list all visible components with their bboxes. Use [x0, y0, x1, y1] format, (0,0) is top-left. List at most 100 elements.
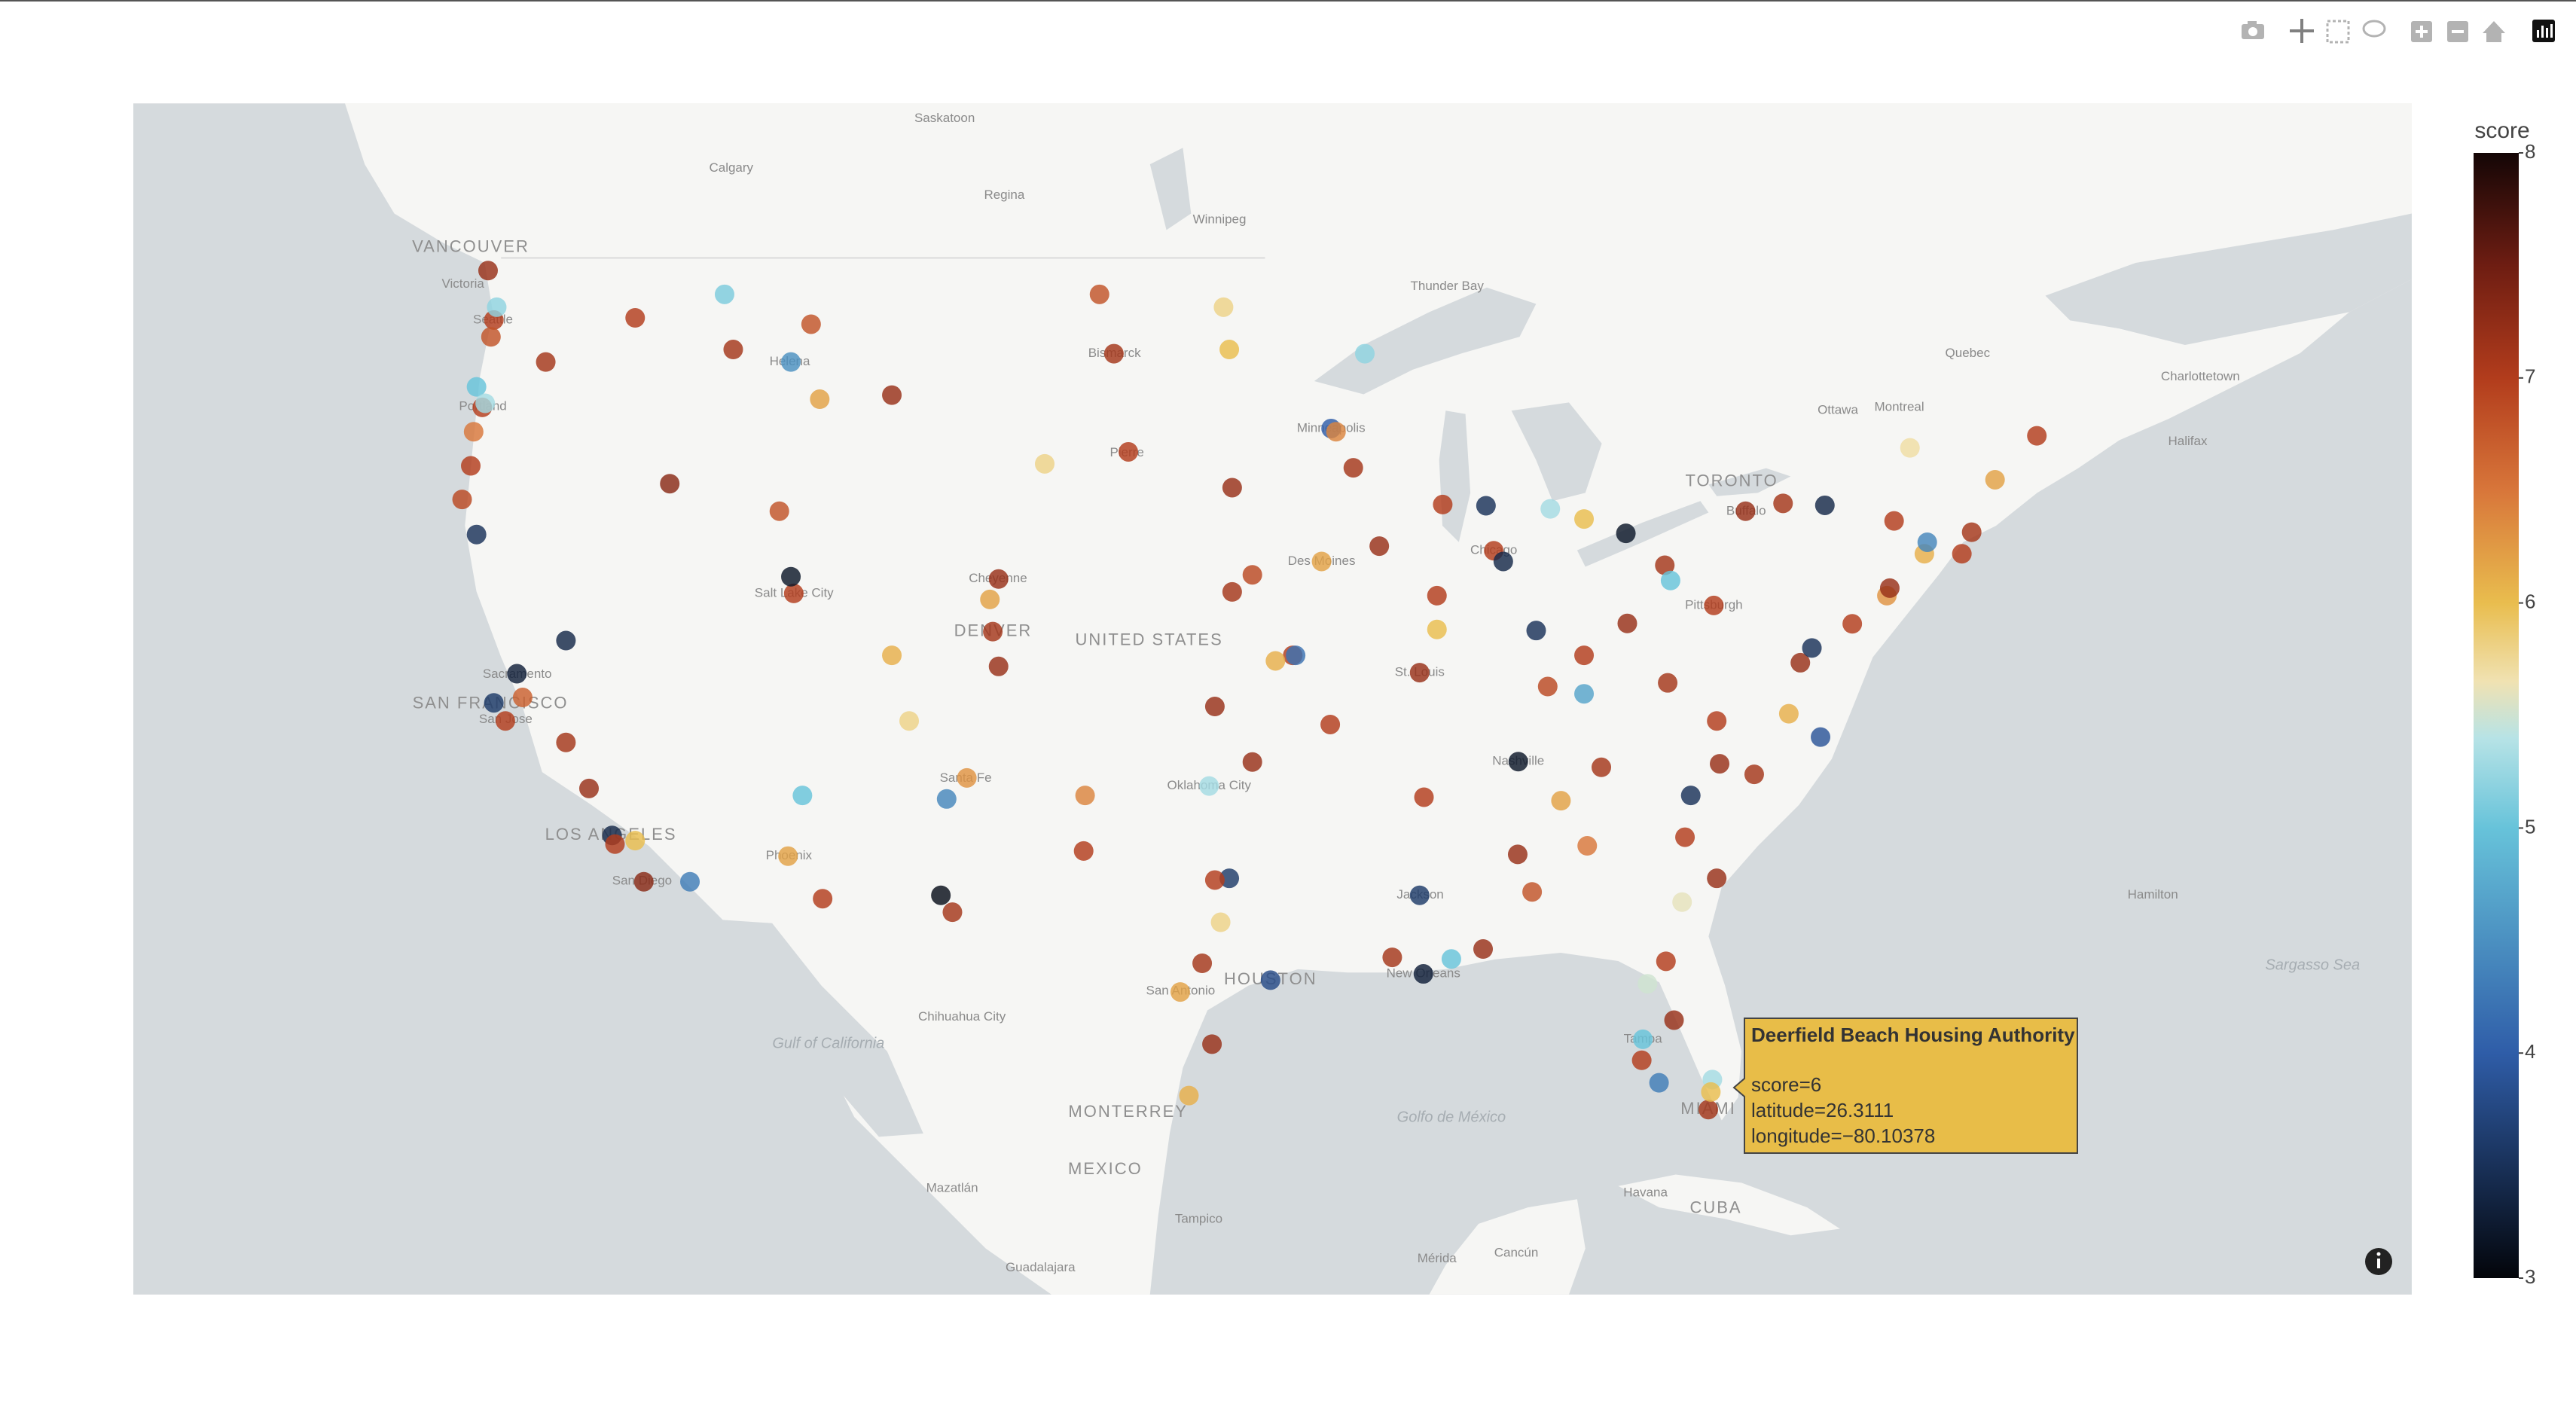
water-label: Golfo de México: [1397, 1109, 1506, 1125]
point: [1802, 638, 1822, 658]
water: [133, 103, 2412, 1295]
point: [1355, 343, 1375, 364]
point: [1879, 578, 1900, 598]
point: [1433, 494, 1453, 514]
colorbar-title: score: [2474, 118, 2529, 143]
hover-line: latitude=26.3111: [1751, 1099, 1894, 1121]
map-label: Calgary: [709, 160, 753, 175]
map-label: Quebec: [1946, 346, 1991, 360]
point: [1414, 787, 1434, 807]
camera-button[interactable]: [2242, 21, 2264, 39]
map-label: Charlottetown: [2161, 369, 2240, 383]
point: [988, 569, 1009, 589]
point: [882, 645, 902, 666]
point: [1707, 711, 1727, 731]
point: [1574, 684, 1595, 704]
point: [475, 393, 496, 413]
hover-label: Deerfield Beach Housing Authority score=…: [1732, 1018, 2078, 1154]
point: [2027, 426, 2047, 446]
point: [1699, 1100, 1719, 1120]
point: [463, 422, 484, 442]
zoom-out-button[interactable]: [2447, 21, 2468, 42]
point: [1311, 551, 1332, 572]
point: [1286, 645, 1306, 666]
point: [1631, 1050, 1652, 1070]
point: [1884, 511, 1904, 531]
modebar: [2242, 19, 2555, 44]
map-label: Tampico: [1175, 1212, 1222, 1226]
map-labels: Saskatoon Calgary Regina Winnipeg VANCOUVER V…: [412, 111, 2360, 1274]
map-label: VANCOUVER: [412, 236, 530, 255]
point: [1701, 1082, 1721, 1102]
point: [792, 786, 813, 806]
point: [1773, 493, 1793, 514]
point: [1616, 523, 1636, 544]
point: [783, 583, 804, 603]
point: [882, 385, 902, 405]
map-label: Victoria: [441, 276, 484, 291]
point: [983, 621, 1003, 642]
point: [466, 524, 487, 545]
point: [1961, 522, 1982, 542]
point: [1577, 836, 1598, 856]
point: [487, 297, 507, 317]
point: [1656, 951, 1676, 972]
point: [1664, 1010, 1684, 1030]
map-label: Mérida: [1418, 1251, 1457, 1265]
point: [1476, 496, 1496, 516]
point: [1119, 441, 1139, 462]
select-button[interactable]: [2326, 20, 2350, 44]
point: [1075, 786, 1095, 806]
map-label: Saskatoon: [914, 111, 975, 125]
point: [660, 474, 680, 494]
point: [1574, 645, 1595, 666]
colorbar-tick-label: 3: [2525, 1265, 2535, 1288]
map-label: MONTERREY: [1068, 1102, 1188, 1121]
point: [1744, 764, 1764, 785]
map-label: Montreal: [1874, 399, 1924, 413]
point: [899, 711, 920, 731]
point: [484, 693, 504, 713]
plotly-logo[interactable]: [2532, 20, 2555, 42]
point: [1409, 885, 1430, 905]
point: [1710, 754, 1730, 774]
map-label: Havana: [1623, 1185, 1668, 1199]
water-label: Sargasso Sea: [2265, 957, 2360, 973]
point: [1522, 882, 1543, 902]
point: [957, 767, 977, 788]
map-label: Ottawa: [1818, 403, 1858, 417]
reset-button[interactable]: [2483, 21, 2505, 42]
map-label: Hamilton: [2128, 887, 2178, 902]
zoom-in-button[interactable]: [2411, 21, 2432, 42]
point: [1493, 551, 1513, 572]
point: [1219, 868, 1240, 889]
point: [536, 352, 556, 372]
point: [556, 732, 576, 752]
point: [1242, 752, 1262, 772]
point: [512, 688, 533, 708]
point: [1265, 651, 1286, 671]
point: [605, 834, 625, 854]
point: [781, 566, 801, 587]
point: [1675, 827, 1695, 847]
water-label: Gulf of California: [772, 1036, 884, 1052]
point: [1778, 703, 1799, 724]
colorbar-tick-label: 7: [2525, 365, 2535, 388]
point: [1900, 438, 1920, 458]
point: [1592, 757, 1612, 777]
point: [1204, 697, 1225, 717]
pan-button[interactable]: [2290, 19, 2314, 43]
map-label: Thunder Bay: [1410, 279, 1484, 293]
point: [680, 871, 700, 892]
colorbar-tick-label: 6: [2525, 590, 2535, 612]
point: [1811, 727, 1831, 747]
point: [1192, 954, 1213, 974]
point: [1574, 509, 1595, 529]
point: [1707, 868, 1727, 889]
point: [461, 456, 481, 476]
lasso-button[interactable]: [2362, 20, 2386, 38]
point: [931, 885, 951, 905]
info-button[interactable]: [2365, 1248, 2392, 1275]
point: [1526, 621, 1546, 641]
